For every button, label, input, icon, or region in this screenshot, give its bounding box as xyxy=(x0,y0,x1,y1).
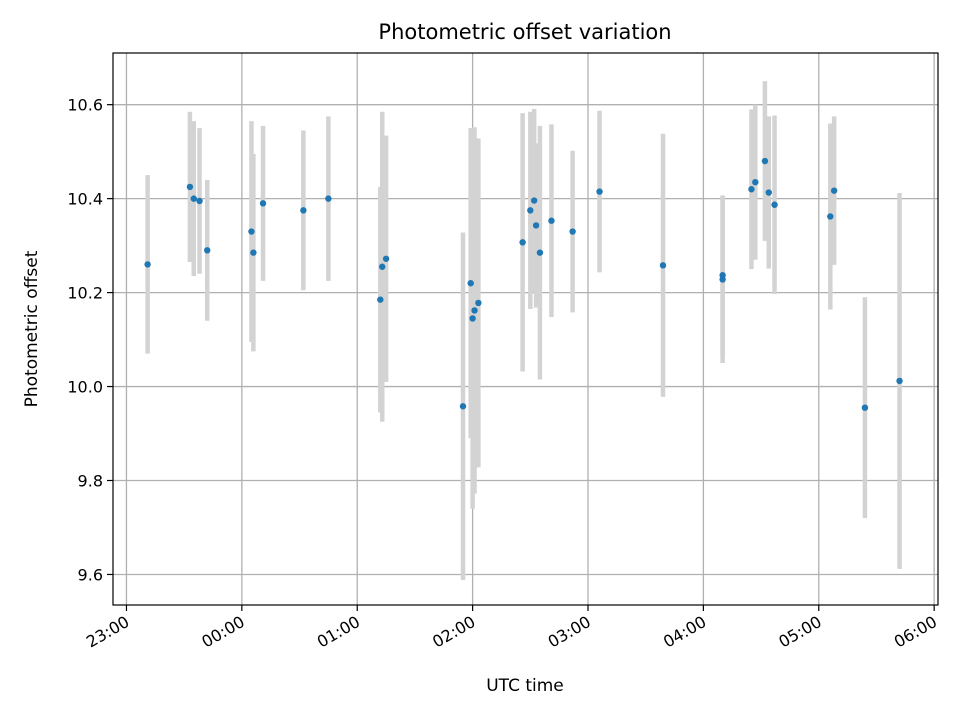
data-point xyxy=(765,189,772,196)
data-point xyxy=(300,207,307,214)
data-point xyxy=(536,249,544,256)
y-tick-label: 10.6 xyxy=(67,96,103,115)
data-point xyxy=(248,228,255,235)
data-point xyxy=(771,201,778,208)
data-point xyxy=(469,315,476,322)
data-point xyxy=(204,247,211,254)
data-point xyxy=(530,197,538,204)
data-point xyxy=(527,207,534,214)
data-point xyxy=(325,195,332,202)
y-axis: 9.6 9.8 10.0 10.2 10.4 10.6 xyxy=(67,96,113,584)
y-tick-label: 10.2 xyxy=(67,284,103,303)
data-point xyxy=(519,239,526,246)
data-point xyxy=(761,157,769,165)
data-point xyxy=(379,263,386,270)
plot-frame xyxy=(112,52,939,606)
data-point xyxy=(382,255,390,262)
data-point xyxy=(259,200,267,207)
data-point xyxy=(144,261,151,268)
data-point xyxy=(190,195,197,202)
data-point xyxy=(827,213,834,220)
data-point xyxy=(659,262,667,269)
y-axis-title: Photometric offset xyxy=(22,250,42,407)
data-point xyxy=(896,377,903,385)
data-points xyxy=(144,157,903,411)
data-point xyxy=(471,307,478,314)
data-point xyxy=(459,403,467,410)
y-tick-label: 9.6 xyxy=(78,565,103,584)
data-point xyxy=(377,296,384,303)
y-tick-label: 10.4 xyxy=(67,190,103,209)
data-point xyxy=(250,249,257,256)
data-point xyxy=(719,272,726,279)
grid xyxy=(113,53,938,605)
data-point xyxy=(861,404,869,411)
y-tick-label: 9.8 xyxy=(78,472,103,491)
data-point xyxy=(532,222,540,229)
data-point xyxy=(596,188,603,195)
y-tick-label: 10.0 xyxy=(67,378,103,397)
x-axis-title: UTC time xyxy=(486,676,564,696)
data-point xyxy=(196,197,203,205)
data-point xyxy=(548,217,555,224)
data-point xyxy=(569,228,576,235)
data-point xyxy=(186,183,194,191)
data-point xyxy=(830,187,838,194)
data-point xyxy=(748,186,755,193)
data-point xyxy=(752,178,759,186)
data-point xyxy=(467,279,474,287)
chart-title: Photometric offset variation xyxy=(378,20,671,44)
data-point xyxy=(475,299,482,307)
